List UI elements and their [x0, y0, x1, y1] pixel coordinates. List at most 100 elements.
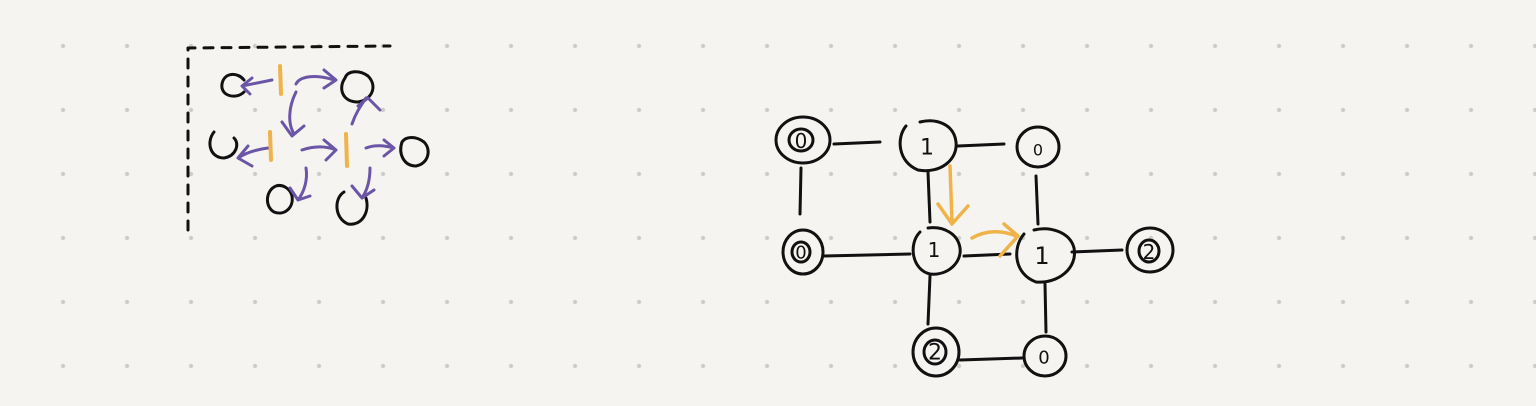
grid-dot	[636, 43, 642, 49]
grid-dot	[1468, 235, 1474, 241]
grid-dot	[1148, 43, 1154, 49]
grid-dot	[1468, 363, 1474, 369]
grid-dot	[380, 171, 386, 177]
node-r00	[774, 115, 832, 165]
grid-dot	[124, 107, 130, 113]
grid-dot	[892, 363, 898, 369]
grid-dot	[700, 171, 706, 177]
label-r12: 1	[1034, 242, 1049, 270]
grid-dot	[956, 363, 962, 369]
arrow-8	[288, 166, 312, 202]
grid-dot	[1276, 171, 1282, 177]
grid-dot	[1212, 43, 1218, 49]
arrow-1	[240, 76, 274, 96]
grid-dot	[252, 363, 258, 369]
grid-dot	[572, 363, 578, 369]
edge-r21-r22	[958, 356, 1024, 362]
node-a3	[208, 130, 239, 160]
grid-dot	[764, 235, 770, 241]
grid-dot	[956, 171, 962, 177]
grid-dot	[60, 235, 66, 241]
arrow-r11-r12	[970, 222, 1020, 258]
grid-dot	[892, 171, 898, 177]
edge-r10-r11	[822, 252, 912, 258]
grid-dot	[1212, 299, 1218, 305]
grid-dot	[1532, 363, 1536, 369]
node-r13	[1125, 226, 1175, 274]
grid-dot	[1148, 363, 1154, 369]
grid-dot	[1340, 235, 1346, 241]
grid-dot	[764, 363, 770, 369]
grid-dot	[508, 171, 514, 177]
grid-dot	[124, 171, 130, 177]
grid-dot	[124, 363, 130, 369]
grid-dot	[1084, 43, 1090, 49]
grid-dot	[252, 43, 258, 49]
grid-dot	[636, 299, 642, 305]
grid-dot	[1404, 107, 1410, 113]
arrow-9	[350, 166, 376, 200]
label-r02: 0	[1033, 141, 1043, 160]
grid-dot	[1468, 107, 1474, 113]
grid-dot	[380, 107, 386, 113]
grid-dot	[700, 43, 706, 49]
label-r10: 0	[795, 243, 806, 264]
arrow-6	[300, 138, 338, 162]
grid-dot	[828, 43, 834, 49]
grid-dot	[1340, 363, 1346, 369]
grid-dot	[1468, 299, 1474, 305]
grid-dot	[252, 299, 258, 305]
label-r00: 0	[795, 129, 808, 153]
grid-dot	[124, 299, 130, 305]
grid-dot	[444, 299, 450, 305]
grid-dot	[828, 299, 834, 305]
grid-dot	[636, 235, 642, 241]
arrow-2	[294, 68, 338, 90]
grid-dot	[572, 235, 578, 241]
grid-dot	[1532, 107, 1536, 113]
grid-dot	[892, 43, 898, 49]
edge-r00-r10	[798, 166, 803, 216]
grid-dot	[1276, 43, 1282, 49]
grid-dot	[764, 299, 770, 305]
edge-r02-r12	[1034, 174, 1040, 226]
node-a1	[220, 73, 246, 98]
node-r11	[911, 226, 962, 276]
grid-dot	[1084, 299, 1090, 305]
node-a2	[340, 70, 375, 104]
grid-dot	[60, 107, 66, 113]
right-graph	[774, 115, 1175, 378]
grid-dot	[380, 299, 386, 305]
grid-dot	[1276, 107, 1282, 113]
grid-dot	[892, 107, 898, 113]
purple-arrows	[236, 68, 396, 202]
grid-dot	[508, 107, 514, 113]
grid-dot	[1084, 107, 1090, 113]
grid-dot	[572, 43, 578, 49]
grid-dot	[700, 235, 706, 241]
label-r11: 1	[928, 238, 941, 262]
grid-dot	[1212, 235, 1218, 241]
grid-dot	[252, 171, 258, 177]
mark-2	[268, 130, 273, 162]
node-r02	[1015, 125, 1061, 169]
grid-dot	[508, 363, 514, 369]
grid-dot	[1276, 363, 1282, 369]
node-a6	[335, 190, 369, 226]
arrow-r01-r11	[936, 164, 970, 226]
grid-dot	[1532, 299, 1536, 305]
grid-dot	[572, 107, 578, 113]
node-a5	[266, 184, 294, 215]
grid-dot	[1148, 299, 1154, 305]
grid-dot	[1468, 43, 1474, 49]
node-r22	[1022, 334, 1068, 378]
grid-dot	[1212, 363, 1218, 369]
grid-dot	[956, 299, 962, 305]
arrow-4	[350, 96, 382, 126]
grid-dot	[380, 363, 386, 369]
label-r22: 0	[1038, 348, 1049, 369]
dot-grid	[60, 43, 1536, 369]
grid-dot	[1340, 107, 1346, 113]
label-r21: 2	[928, 341, 942, 366]
grid-dot	[508, 43, 514, 49]
